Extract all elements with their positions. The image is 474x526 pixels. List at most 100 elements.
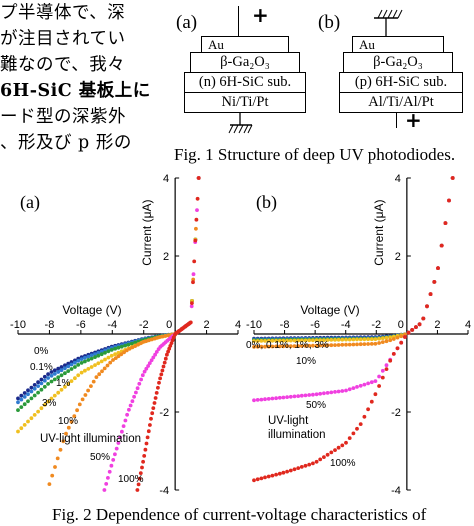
fig2-a-point-3pct <box>83 368 87 373</box>
fig2-a-point-10pct <box>89 384 93 388</box>
fig2-b-point-50pct <box>270 396 275 401</box>
fig1-a-contact-line <box>238 6 240 36</box>
fig2-a-y-tick-label: 4 <box>163 173 169 185</box>
fig2-a-point-10pct <box>53 465 57 469</box>
fig2-a-point-50pct <box>151 355 156 360</box>
fig2-a-point-50pct <box>139 377 144 382</box>
fig2-a-point-10pct <box>91 379 96 384</box>
fig2-b-point-3pct <box>270 338 275 343</box>
fig2-b-point-50pct <box>325 391 330 395</box>
fig2-a-point-1pct <box>46 382 50 386</box>
fig2-a-point-1pct <box>52 377 57 382</box>
fig2-a-point-100pct <box>193 238 198 243</box>
fig2-b-point-3pct <box>344 337 348 342</box>
fig2-b-point-10pct <box>266 344 271 349</box>
fig2-b-point-100pct <box>344 440 348 445</box>
fig2-a-point-100pct <box>154 391 159 395</box>
fig2-a-point-0pct <box>32 383 37 387</box>
fig2-a-point-3pct <box>42 403 47 407</box>
fig2-a-x-tick-label: -2 <box>139 319 149 331</box>
japanese-line: 6H-SiC 基板上に <box>0 81 151 101</box>
fig2-b-point-10pct <box>299 344 304 348</box>
fig2-b-point-100pct <box>351 431 356 436</box>
fig2-b-point-100pct <box>255 477 260 482</box>
fig2-b-point-50pct <box>285 395 289 399</box>
fig2-a-point-10pct <box>136 342 140 347</box>
fig2-b-point-3pct <box>311 338 315 343</box>
fig2-a-point-100pct <box>135 488 140 492</box>
fig2-b-point-50pct <box>299 393 304 398</box>
fig2-b-point-100pct <box>329 450 334 455</box>
fig2-b-point-50pct <box>329 390 334 395</box>
fig2-b-point-3pct <box>307 338 312 343</box>
fig2-a-point-10pct <box>55 456 60 461</box>
fig2-a-point-10pct <box>72 414 77 418</box>
fig2-b-point-100pct <box>425 304 429 309</box>
fig2-b-point-3pct <box>347 337 352 342</box>
fig2-b-point-50pct <box>255 398 260 402</box>
fig2-b-point-100pct <box>340 443 345 448</box>
fig2-a-point-100pct <box>151 406 156 410</box>
fig2-a-point-50pct <box>123 418 128 423</box>
fig2-b-point-3pct <box>314 338 319 343</box>
fig2-b-point-100pct <box>263 475 267 480</box>
fig2-a-point-0pct <box>26 388 30 393</box>
fig1-a-layer-ga2o3: β-Ga₂O₃ <box>190 52 300 73</box>
fig2-a-point-01pct <box>66 364 71 369</box>
fig2-b-point-10pct <box>344 342 348 347</box>
fig2-a-point-01pct <box>83 355 87 360</box>
fig2-a-point-10pct <box>163 334 168 338</box>
fig2-b-point-3pct <box>252 339 256 343</box>
fig2-b-point-3pct <box>274 338 278 343</box>
fig2-a-point-10pct <box>100 369 104 374</box>
fig2-b-x-tick-label: -6 <box>310 319 320 331</box>
fig2-a-point-50pct <box>102 488 107 492</box>
fig2-b-point-50pct <box>307 393 312 397</box>
fig2-b-point-50pct <box>344 388 348 393</box>
fig2-a-point-10pct <box>69 420 74 424</box>
fig2-b-point-10pct <box>255 344 260 349</box>
fig2-b-point-50pct <box>259 397 264 402</box>
fig2-a-point-01pct <box>32 386 37 391</box>
fig2-a-point-100pct <box>149 416 153 421</box>
fig2-b-point-50pct <box>333 390 337 394</box>
fig2-b-point-100pct <box>252 478 256 483</box>
fig1-caption: Fig. 1 Structure of deep UV photodiodes. <box>174 145 456 164</box>
fig2-a-point-50pct <box>109 463 114 468</box>
fig2-a-point-10pct <box>194 226 198 231</box>
fig2-a-point-10pct <box>113 356 118 360</box>
fig2-a-point-01pct <box>49 373 54 378</box>
japanese-text-block: プ半導体で、深 が注目されてい 難なので、我々 6H-SiC 基板上に ード型の… <box>0 0 150 156</box>
fig2-b-point-10pct <box>395 335 400 340</box>
fig2-b-point-100pct <box>436 266 440 270</box>
fig2-a-annotation: 1% <box>56 378 71 389</box>
fig2-a-point-50pct <box>153 352 158 357</box>
fig2-b-point-10pct <box>351 342 356 347</box>
fig2-a-point-1pct <box>32 393 37 398</box>
japanese-line: プ半導体で、深 <box>0 3 126 23</box>
fig2-a-point-3pct <box>93 363 97 367</box>
fig2-a-point-01pct <box>63 366 67 371</box>
fig2-a-point-01pct <box>46 376 50 380</box>
fig2-a-point-50pct <box>107 469 112 474</box>
fig2-a-point-3pct <box>73 376 77 381</box>
fig2-a-x-tick-label: -10 <box>10 319 26 331</box>
fig2-b-point-100pct <box>395 346 400 351</box>
fig2-b-point-100pct <box>391 352 396 356</box>
fig2-b-point-100pct <box>417 322 422 327</box>
fig2-a-point-3pct <box>19 426 24 431</box>
fig2-b-point-10pct <box>277 344 282 349</box>
fig2-b-point-50pct <box>252 398 256 403</box>
fig2-a-point-1pct <box>49 379 54 384</box>
fig2-a-point-01pct <box>39 381 44 386</box>
fig2-b-point-3pct <box>325 338 330 342</box>
fig2-b-point-3pct <box>351 337 356 342</box>
fig2-b-x-tick-label: 0 <box>398 319 404 331</box>
fig2-a-point-1pct <box>79 361 84 365</box>
fig2-b-point-3pct <box>288 338 293 343</box>
fig2-b-point-100pct <box>296 466 301 470</box>
fig2-b-point-100pct <box>270 473 275 478</box>
fig2-a-point-10pct <box>64 431 68 436</box>
fig2-a-point-10pct <box>127 346 132 351</box>
fig2-a-point-0pct <box>22 391 27 395</box>
